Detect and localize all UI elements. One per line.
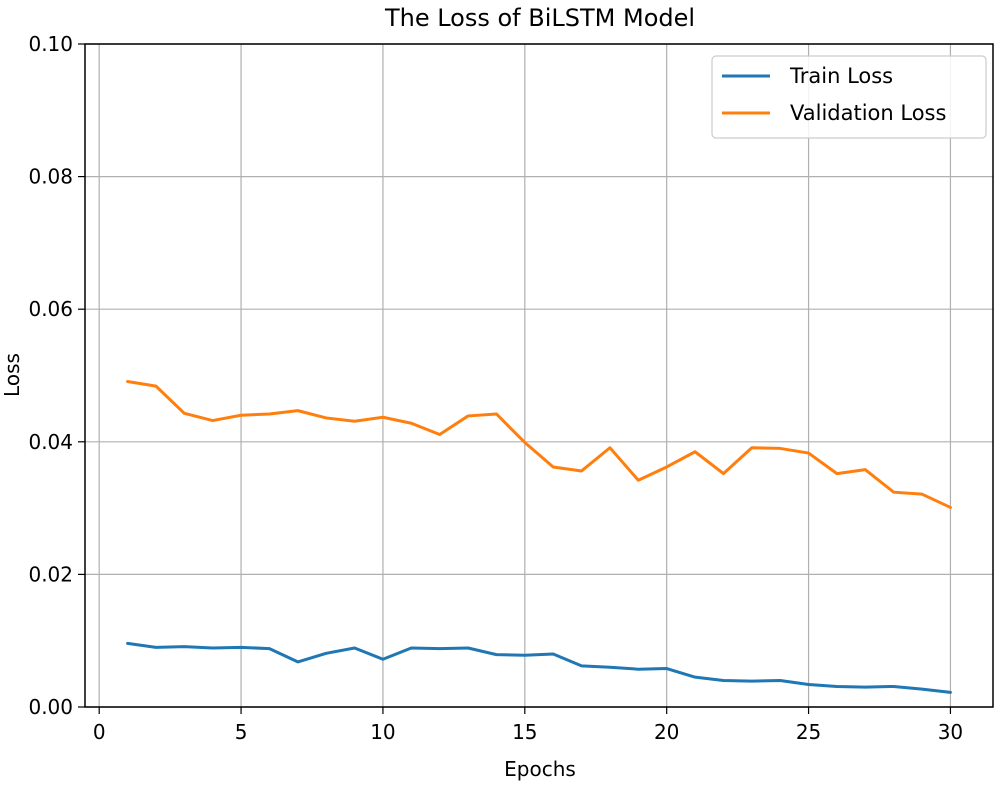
y-axis: 0.00 0.02 0.04 0.06 0.08 0.10 bbox=[28, 32, 85, 719]
plot-frame bbox=[84, 43, 994, 708]
y-tick-label: 0.02 bbox=[28, 562, 73, 586]
y-tick-label: 0.10 bbox=[28, 32, 73, 56]
x-axis: 0 5 10 15 20 25 30 bbox=[93, 707, 963, 744]
x-tick-label: 0 bbox=[93, 720, 106, 744]
x-tick-label: 20 bbox=[654, 720, 679, 744]
legend-box bbox=[711, 55, 987, 139]
y-tick-label: 0.04 bbox=[28, 430, 73, 454]
x-tick-label: 15 bbox=[512, 720, 537, 744]
chart-title: The Loss of BiLSTM Model bbox=[384, 4, 695, 32]
legend-label-validation-loss: Validation Loss bbox=[790, 101, 946, 125]
grid bbox=[85, 43, 993, 708]
x-tick-label: 25 bbox=[796, 720, 821, 744]
x-tick-label: 10 bbox=[370, 720, 395, 744]
x-tick-label: 5 bbox=[235, 720, 248, 744]
validation-loss-line bbox=[126, 379, 952, 509]
x-tick-label: 30 bbox=[938, 720, 963, 744]
y-tick-label: 0.08 bbox=[28, 165, 73, 189]
y-tick-label: 0.06 bbox=[28, 297, 73, 321]
legend: Train Loss Validation Loss bbox=[711, 55, 987, 139]
series-layer bbox=[126, 379, 952, 694]
legend-label-train-loss: Train Loss bbox=[789, 64, 893, 88]
x-axis-title: Epochs bbox=[504, 757, 576, 781]
y-axis-title: Loss bbox=[0, 353, 24, 397]
y-tick-label: 0.00 bbox=[28, 695, 73, 719]
train-loss-line bbox=[126, 641, 952, 694]
